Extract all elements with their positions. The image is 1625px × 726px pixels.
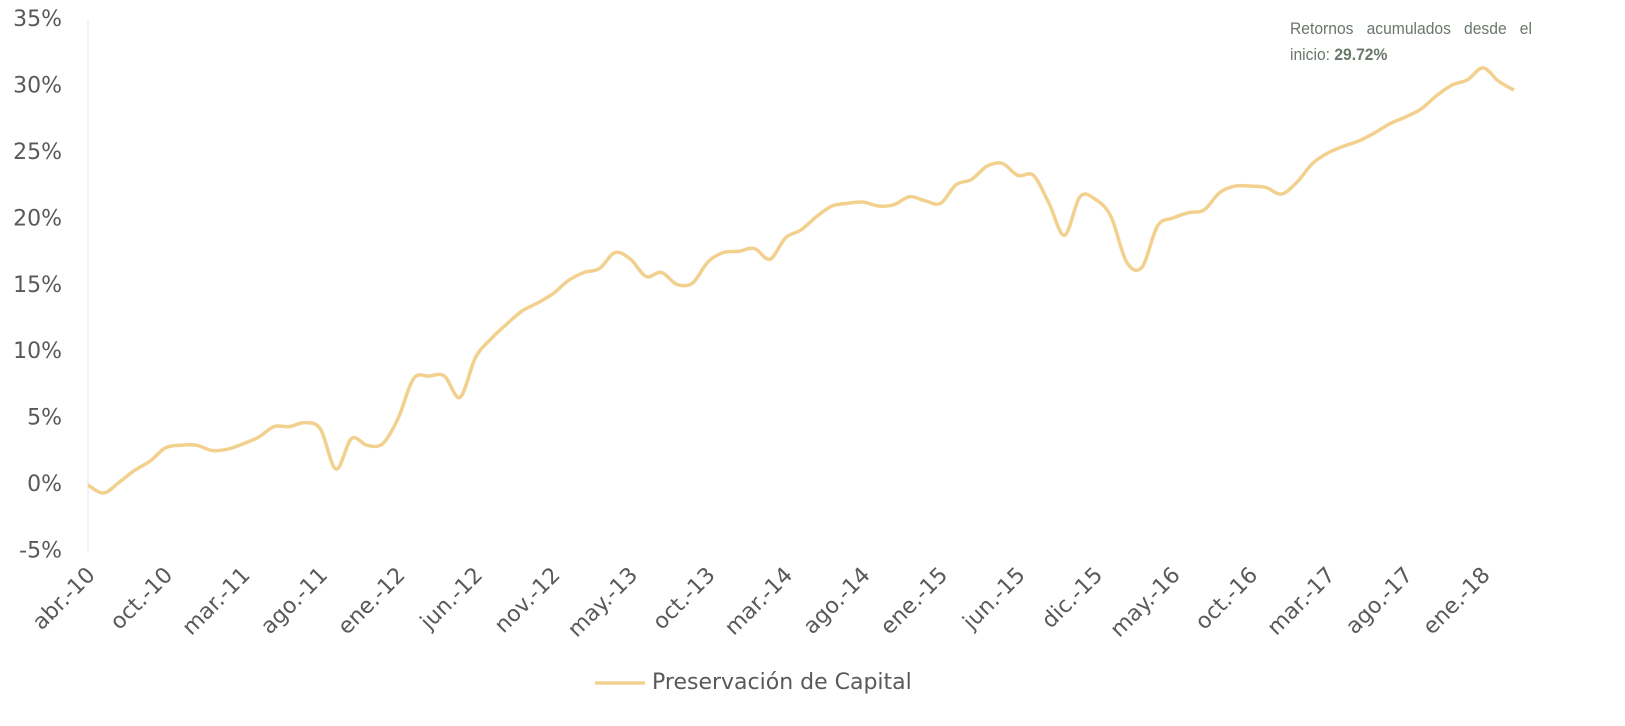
x-tick-label: ago.-11 (256, 563, 333, 640)
x-tick-label: mar.-17 (1263, 563, 1341, 641)
series-line (87, 66, 1515, 495)
x-tick-label: nov.-12 (490, 563, 565, 638)
x-tick-label: ago.-17 (1341, 563, 1418, 640)
x-tick-label: ago.-14 (799, 563, 876, 640)
x-tick-label: jun.-15 (958, 563, 1031, 636)
annotation: Retornos acumulados desde el inicio: 29.… (1290, 16, 1532, 68)
legend-label: Preservación de Capital (652, 670, 912, 695)
x-tick-label: mar.-11 (178, 563, 256, 641)
y-tick-label: 5% (27, 406, 62, 431)
y-tick-label: -5% (19, 539, 62, 564)
y-tick-label: 0% (27, 472, 62, 497)
x-tick-label: oct.-13 (648, 563, 720, 635)
y-tick-label: 20% (13, 206, 62, 231)
x-tick-label: ene.-18 (1418, 563, 1495, 640)
x-tick-label: may.-13 (563, 563, 643, 643)
x-tick-label: mar.-14 (720, 563, 798, 641)
y-tick-label: 30% (13, 73, 62, 98)
x-tick-label: abr.-10 (28, 563, 100, 635)
x-tick-label: may.-16 (1106, 563, 1186, 643)
x-tick-label: ene.-15 (876, 563, 953, 640)
annotation-text: Retornos acumulados desde el inicio: (1290, 19, 1532, 64)
annotation-value: 29.72% (1334, 45, 1388, 64)
x-tick-label: ene.-12 (333, 563, 410, 640)
y-tick-label: 15% (13, 273, 62, 298)
y-tick-label: 35% (13, 7, 62, 32)
x-tick-label: oct.-16 (1191, 563, 1263, 635)
y-tick-label: 10% (13, 339, 62, 364)
y-tick-label: 25% (13, 140, 62, 165)
x-tick-label: jun.-12 (415, 563, 488, 636)
x-tick-label: dic.-15 (1037, 563, 1108, 634)
x-tick-label: oct.-10 (106, 563, 178, 635)
